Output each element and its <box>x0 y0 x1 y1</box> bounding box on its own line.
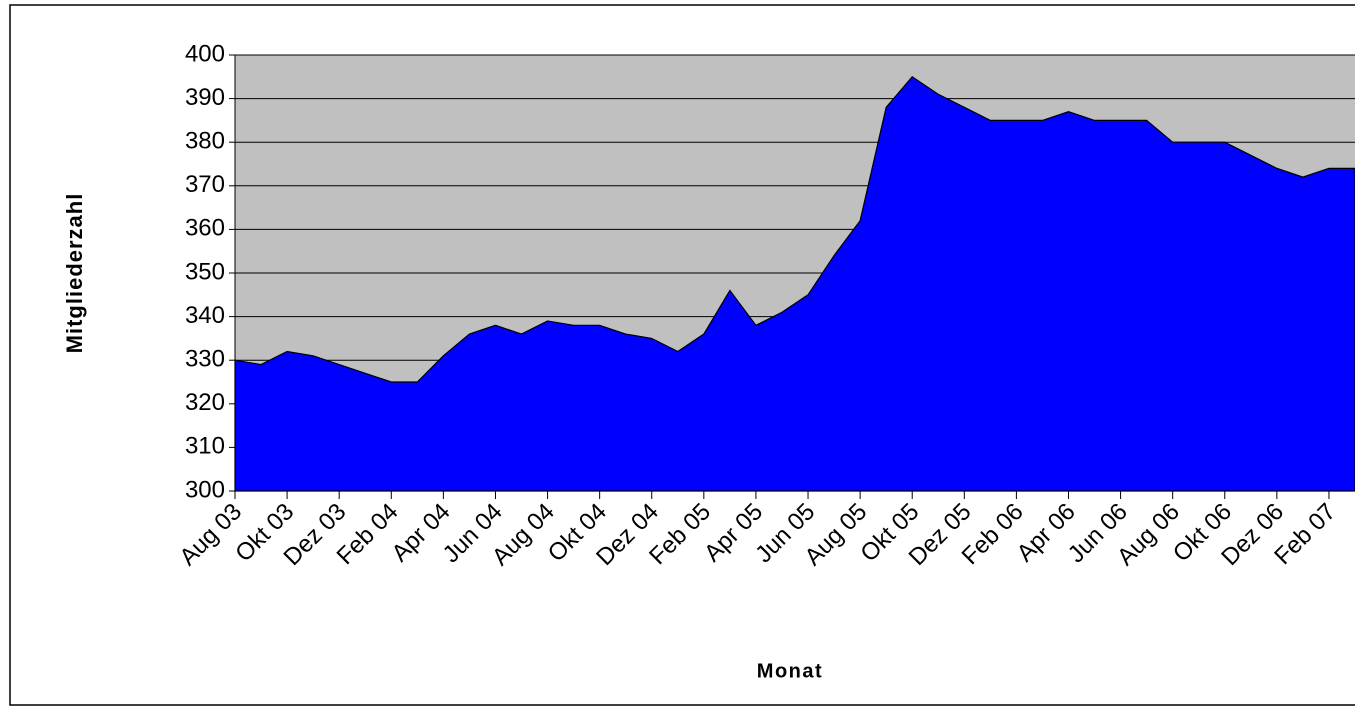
y-tick-label: 390 <box>185 84 225 111</box>
y-tick-label: 330 <box>185 346 225 373</box>
y-tick-label: 300 <box>185 476 225 503</box>
y-tick-label: 310 <box>185 433 225 460</box>
y-axis-label: Mitgliederzahl <box>62 193 87 354</box>
y-tick-label: 340 <box>185 302 225 329</box>
x-axis-label: Monat <box>757 660 823 682</box>
y-tick-label: 320 <box>185 389 225 416</box>
y-tick-label: 380 <box>185 128 225 155</box>
y-tick-label: 360 <box>185 215 225 242</box>
y-tick-label: 400 <box>185 40 225 67</box>
y-tick-label: 370 <box>185 171 225 198</box>
y-tick-label: 350 <box>185 258 225 285</box>
area <box>234 76 1355 492</box>
